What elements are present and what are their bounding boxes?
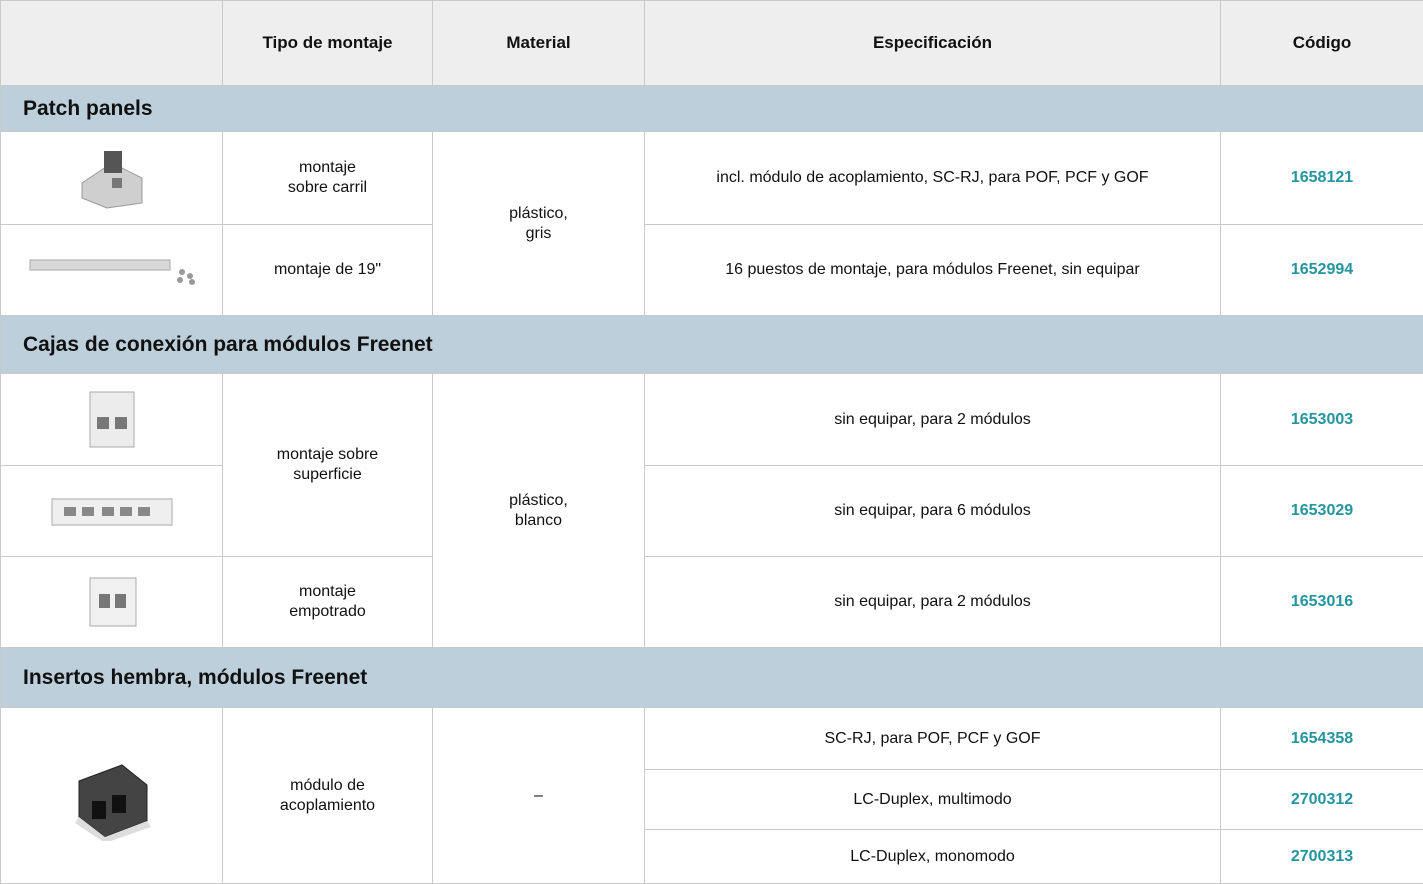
product-image <box>1 557 223 648</box>
material: plástico, gris <box>433 132 645 316</box>
product-image <box>1 708 223 884</box>
row: montaje de 19" 16 puestos de montaje, pa… <box>1 225 1423 316</box>
mounting: montaje sobre superficie <box>223 374 433 557</box>
code[interactable]: 1653029 <box>1221 466 1423 557</box>
product-image <box>1 132 223 225</box>
header-cell: Tipo de montaje <box>223 1 433 86</box>
section-title: Insertos hembra, módulos Freenet <box>1 648 1423 708</box>
header-row: Tipo de montaje Material Especificación … <box>1 1 1423 86</box>
code[interactable]: 1652994 <box>1221 225 1423 316</box>
header-cell <box>1 1 223 86</box>
product-image <box>1 466 223 557</box>
code[interactable]: 1658121 <box>1221 132 1423 225</box>
mounting: montaje empotrado <box>223 557 433 648</box>
code[interactable]: 1653016 <box>1221 557 1423 648</box>
header-cell: Código <box>1221 1 1423 86</box>
spec: LC-Duplex, multimodo <box>645 770 1221 830</box>
mounting: módulo de acoplamiento <box>223 708 433 884</box>
icon <box>82 387 142 452</box>
header-cell: Especificación <box>645 1 1221 86</box>
icon <box>22 250 202 290</box>
product-image <box>1 374 223 466</box>
product-image <box>1 225 223 316</box>
spec: 16 puestos de montaje, para módulos Free… <box>645 225 1221 316</box>
spec: sin equipar, para 2 módulos <box>645 374 1221 466</box>
section-row: Insertos hembra, módulos Freenet <box>1 648 1423 708</box>
row: sin equipar, para 6 módulos 1653029 <box>1 466 1423 557</box>
icon <box>42 491 182 531</box>
spec: sin equipar, para 2 módulos <box>645 557 1221 648</box>
icon <box>82 572 142 632</box>
spec: LC-Duplex, monomodo <box>645 830 1221 884</box>
icon <box>67 751 157 841</box>
section-row: Cajas de conexión para módulos Freenet <box>1 316 1423 374</box>
row: montaje sobre superficie plástico, blanc… <box>1 374 1423 466</box>
spec: sin equipar, para 6 módulos <box>645 466 1221 557</box>
mounting: montaje de 19" <box>223 225 433 316</box>
code[interactable]: 2700312 <box>1221 770 1423 830</box>
row: montaje empotrado sin equipar, para 2 mó… <box>1 557 1423 648</box>
code[interactable]: 1654358 <box>1221 708 1423 770</box>
code[interactable]: 1653003 <box>1221 374 1423 466</box>
code[interactable]: 2700313 <box>1221 830 1423 884</box>
mounting: montaje sobre carril <box>223 132 433 225</box>
header-cell: Material <box>433 1 645 86</box>
section-row: Patch panels <box>1 86 1423 132</box>
section-title: Patch panels <box>1 86 1423 132</box>
material: – <box>433 708 645 884</box>
row: módulo de acoplamiento – SC-RJ, para POF… <box>1 708 1423 770</box>
icon <box>72 143 152 213</box>
material: plástico, blanco <box>433 374 645 648</box>
spec: incl. módulo de acoplamiento, SC-RJ, par… <box>645 132 1221 225</box>
spec: SC-RJ, para POF, PCF y GOF <box>645 708 1221 770</box>
row: montaje sobre carril plástico, gris incl… <box>1 132 1423 225</box>
section-title: Cajas de conexión para módulos Freenet <box>1 316 1423 374</box>
